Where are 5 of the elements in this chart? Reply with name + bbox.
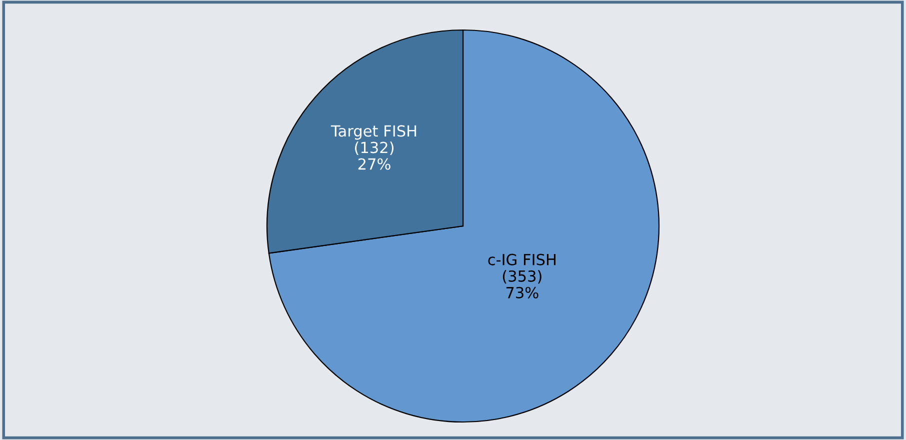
data-label: (132) 27% — [355, 141, 394, 170]
slice-label: c-IG FISH — [488, 254, 556, 266]
slice-label: Target FISH — [330, 125, 416, 140]
pie-slice — [268, 29, 660, 423]
data-label: (353) 73% — [502, 270, 542, 298]
